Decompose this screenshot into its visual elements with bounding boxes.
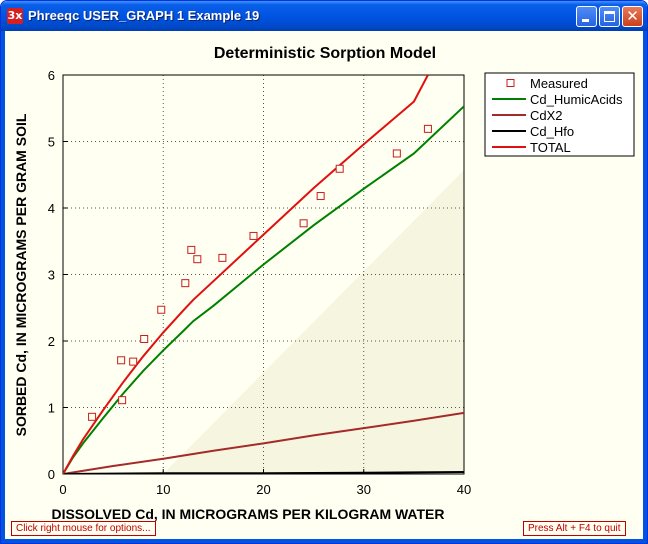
maximize-button[interactable]	[599, 6, 620, 27]
legend-label: Cd_Hfo	[530, 124, 574, 139]
measured-point	[218, 253, 227, 262]
background-shading	[163, 170, 464, 474]
window-frame-bottom	[1, 539, 647, 543]
measured-point	[335, 164, 344, 173]
minimize-button[interactable]	[576, 6, 597, 27]
measured-point	[249, 231, 258, 240]
y-tick-label: 3	[48, 268, 55, 283]
series-line-total	[63, 75, 429, 474]
measured-point	[423, 124, 432, 133]
y-tick-label: 4	[48, 201, 55, 216]
y-axis-label: SORBED Cd, IN MICROGRAMS PER GRAM SOIL	[13, 113, 29, 436]
measured-point	[157, 305, 166, 314]
y-tick-label: 6	[48, 68, 55, 83]
y-tick-label: 1	[48, 401, 55, 416]
series-line-cdx2	[63, 411, 464, 474]
x-axis-label: DISSOLVED Cd, IN MICROGRAMS PER KILOGRAM…	[51, 506, 444, 522]
measured-point	[88, 412, 97, 421]
legend-marker	[506, 79, 515, 87]
options-hint[interactable]: Click right mouse for options...	[11, 521, 156, 536]
series-line-cd-hfo	[63, 471, 464, 474]
series-line-cd-humicacids	[63, 105, 464, 474]
app-icon[interactable]: 3x	[7, 8, 23, 24]
quit-hint: Press Alt + F4 to quit	[523, 521, 626, 536]
measured-point	[129, 357, 138, 366]
measured-point	[117, 356, 126, 365]
x-tick-label: 0	[59, 482, 66, 497]
measured-point	[187, 245, 196, 254]
y-tick-label: 5	[48, 135, 55, 150]
chart-title: Deterministic Sorption Model	[214, 45, 436, 62]
y-tick-label: 0	[48, 467, 55, 482]
measured-point	[140, 335, 149, 344]
measured-point	[316, 192, 325, 201]
x-tick-label: 20	[256, 482, 270, 497]
x-tick-label: 30	[357, 482, 371, 497]
maximize-icon	[604, 11, 615, 22]
legend-label: Cd_HumicAcids	[530, 92, 623, 107]
x-tick-label: 40	[457, 482, 471, 497]
measured-point	[181, 279, 190, 288]
legend-label: CdX2	[530, 108, 563, 123]
legend-label: TOTAL	[530, 140, 571, 155]
legend-label: Measured	[530, 76, 588, 91]
sorption-chart[interactable]: 0 10 20 30 40 0 1 2 3 4 5 6 Deterministic Sorption M…	[5, 31, 643, 539]
window-frame-right	[643, 31, 647, 543]
measured-point	[118, 396, 127, 405]
measured-point	[299, 219, 308, 228]
close-button[interactable]: ✕	[622, 6, 643, 27]
measured-point	[392, 149, 401, 158]
measured-point	[193, 255, 202, 264]
window-title: Phreeqc USER_GRAPH 1 Example 19	[28, 8, 260, 23]
close-icon: ✕	[626, 7, 639, 25]
title-bar[interactable]: 3x Phreeqc USER_GRAPH 1 Example 19 ✕	[1, 1, 647, 31]
y-tick-label: 2	[48, 334, 55, 349]
minimize-icon	[582, 19, 589, 22]
x-tick-label: 10	[156, 482, 170, 497]
window-frame-left	[1, 31, 5, 543]
